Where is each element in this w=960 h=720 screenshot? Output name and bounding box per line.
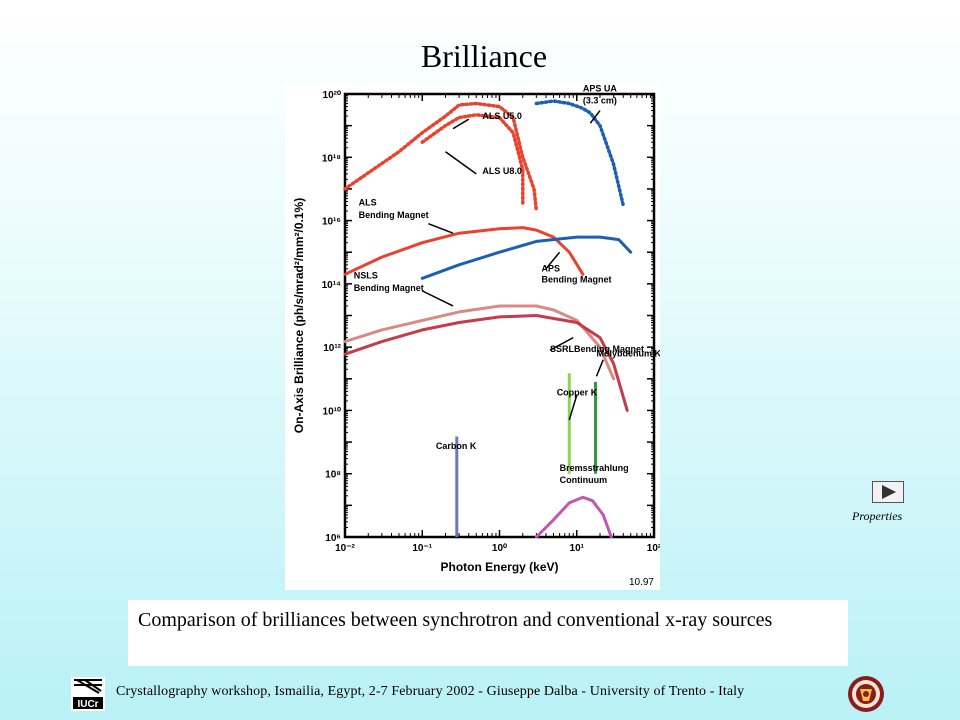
y-tick-label: 10¹² [323, 343, 341, 354]
series-line-7 [534, 495, 613, 539]
series-line-3 [343, 226, 585, 276]
y-tick-label: 10¹⁶ [322, 217, 341, 228]
annotation-label: Bending Magnet [359, 210, 429, 220]
page-title: Brilliance [420, 38, 548, 74]
university-seal-icon [848, 676, 884, 712]
x-axis-label: Photon Energy (keV) [440, 560, 558, 574]
annotation-label: Molybdenum K [596, 349, 660, 359]
y-tick-label: 10⁶ [325, 533, 341, 544]
annotation-pointer [545, 251, 561, 270]
annotation-label: SSRLBending Magnet [550, 344, 644, 354]
y-tick-label: 10¹⁴ [322, 280, 341, 291]
series-line-4 [420, 235, 633, 280]
annotation-pointer [549, 336, 574, 351]
annotation-pointer [595, 359, 604, 377]
chart-svg: 10⁶ 10⁸ 10¹⁰ 10¹² 10¹⁴ 10¹⁶ 10¹⁸ 10²⁰ 10⁻² 10⁻¹ 10… [292, 84, 660, 588]
series-line-0 [343, 101, 539, 213]
y-tick-label: 10¹⁸ [322, 153, 341, 164]
y-tick-label: 10⁸ [325, 470, 341, 481]
series-line-1 [420, 113, 525, 208]
series-line-2 [534, 99, 626, 208]
properties-button[interactable] [872, 481, 904, 503]
x-tick-label: 10¹ [570, 543, 585, 554]
annotation-pointer [445, 151, 477, 175]
play-triangle-icon [882, 485, 896, 499]
annotation-label: Bremsstrahlung [560, 463, 629, 473]
annotation-label: (3.3 cm) [583, 96, 617, 106]
series-line-6 [343, 314, 629, 412]
annotation-label: Bending Magnet [354, 283, 424, 293]
iucr-logo-text: IUCr [77, 699, 98, 710]
x-tick-label: 10⁻¹ [412, 543, 432, 554]
series-line-5 [343, 304, 616, 381]
footer-text: Crystallography workshop, Ismailia, Egyp… [116, 684, 745, 699]
x-tick-label: 10⁰ [492, 543, 507, 554]
annotation-label: APS UA [583, 84, 618, 93]
caption-text: Comparison of brilliances between synchr… [138, 609, 773, 631]
annotation-label: ALS U5.0 [482, 111, 522, 121]
annotation-label: ALS U8.0 [482, 166, 522, 176]
annotation-pointer [421, 290, 454, 307]
annotation-pointer [568, 395, 578, 421]
brilliance-chart: 10⁶ 10⁸ 10¹⁰ 10¹² 10¹⁴ 10¹⁶ 10¹⁸ 10²⁰ 10⁻² 10⁻¹ 10… [285, 84, 660, 590]
annotation-pointer [589, 110, 601, 124]
annotation-label: Continuum [560, 475, 608, 485]
annotation-label: NSLS [354, 270, 378, 280]
annotation-label: Copper K [557, 387, 598, 397]
iucr-logo-icon: IUCr [71, 677, 105, 711]
annotation-pointer [428, 222, 454, 234]
annotation-label: ALS [359, 197, 377, 207]
x-tick-label: 10² [647, 543, 660, 554]
x-tick-label: 10⁻² [335, 543, 355, 554]
corner-note: 10.97 [629, 577, 654, 588]
properties-label: Properties [852, 509, 903, 523]
y-tick-label: 10¹⁰ [323, 406, 341, 417]
caption-box: Comparison of brilliances between synchr… [128, 600, 848, 666]
y-axis-label: On-Axis Brilliance (ph/s/mrad²/mm²/0.1%) [292, 198, 306, 433]
annotation-label: Carbon K [436, 441, 477, 451]
annotation-pointer [452, 118, 470, 130]
annotation-label: APS [542, 263, 561, 273]
annotation-label: Bending Magnet [542, 275, 612, 285]
y-tick-label: 10²⁰ [323, 90, 341, 101]
